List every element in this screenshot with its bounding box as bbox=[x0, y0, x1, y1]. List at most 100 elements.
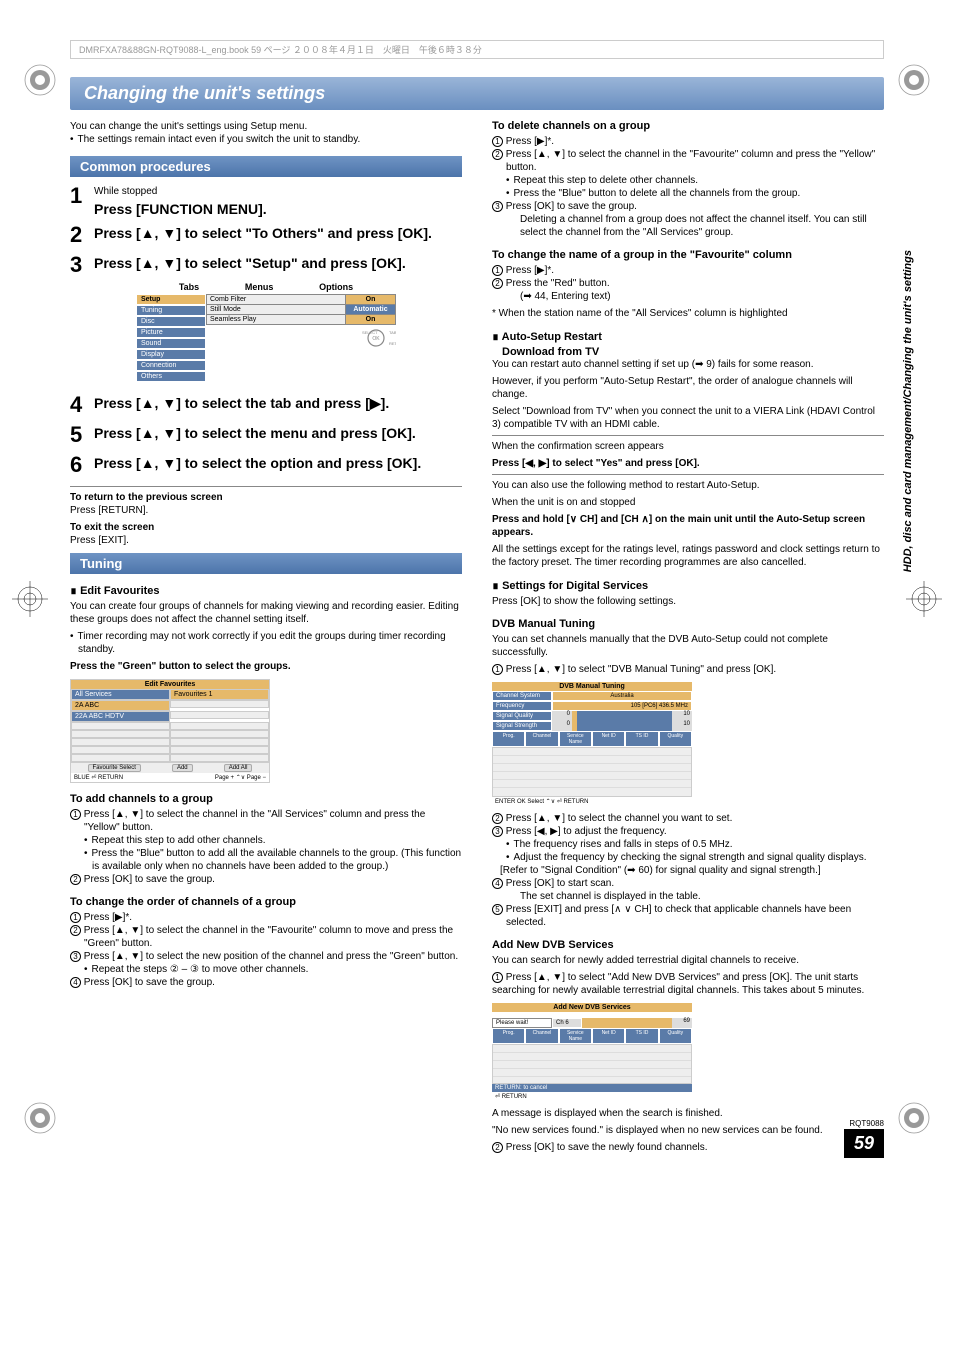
remote-ok-icon: OKTABSELECTRETURN bbox=[356, 327, 396, 351]
add-ui-wait: Please wait! bbox=[492, 1018, 552, 1028]
section-common-procedures: Common procedures bbox=[70, 156, 462, 177]
add-ui-header: Add New DVB Services bbox=[492, 1003, 692, 1012]
auto-setup-alt-body: All the settings except for the ratings … bbox=[492, 543, 884, 569]
dvb-table-body bbox=[492, 747, 692, 797]
exit-screen-body: Press [EXIT]. bbox=[70, 535, 129, 546]
svg-text:TAB: TAB bbox=[389, 330, 396, 335]
fav-toolbar: Favourite Select Add Add All bbox=[71, 762, 269, 773]
setup-tab: Disc bbox=[136, 316, 206, 327]
add-ui-pct: 69 bbox=[672, 1018, 692, 1028]
dvb-manual-step: Press [OK] to start scan. bbox=[506, 878, 614, 889]
fav-row: 22A ABC HDTV bbox=[71, 711, 170, 722]
tabs-label: Tabs bbox=[179, 282, 199, 292]
fav-btn: Favourite Select bbox=[88, 764, 141, 772]
add-new-dvb-step: Press [OK] to save the newly found chann… bbox=[506, 1142, 708, 1153]
dvb-kv-k: Frequency bbox=[492, 701, 552, 711]
dvb-manual-step: Press [EXIT] and press [∧ ∨ CH] to check… bbox=[506, 904, 851, 928]
step-6-text: Press [▲, ▼] to select the option and pr… bbox=[94, 452, 462, 473]
step-5: 5Press [▲, ▼] to select the menu and pre… bbox=[70, 422, 462, 448]
dvb-bar-end: 10 bbox=[672, 711, 692, 721]
dvb-manual-screen-mock: DVB Manual Tuning Channel SystemAustrali… bbox=[492, 682, 692, 806]
return-prev-body: Press [RETURN]. bbox=[70, 505, 148, 516]
delete-ch-bullet: Repeat this step to delete other channel… bbox=[506, 174, 884, 187]
setup-menu-opt: On bbox=[346, 315, 396, 325]
setup-menu-opt: Automatic bbox=[346, 305, 396, 315]
auto-setup-alt: You can also use the following method to… bbox=[492, 479, 884, 492]
dvb-ui-header: DVB Manual Tuning bbox=[492, 682, 692, 691]
edit-fav-bullet: Timer recording may not work correctly i… bbox=[70, 630, 462, 656]
order-ch-step: Press [OK] to save the group. bbox=[84, 977, 215, 988]
menus-label: Menus bbox=[245, 282, 274, 292]
dvb-manual-step: Press [▲, ▼] to select the channel you w… bbox=[506, 813, 733, 824]
add-new-dvb-step: Press [▲, ▼] to select "Add New DVB Serv… bbox=[492, 972, 864, 996]
auto-setup-body: You can restart auto channel setting if … bbox=[492, 358, 884, 371]
step-4: 4Press [▲, ▼] to select the tab and pres… bbox=[70, 392, 462, 418]
edit-fav-body: You can create four groups of channels f… bbox=[70, 600, 462, 626]
favourites-screen-mock: Edit Favourites All Services Favourites … bbox=[70, 679, 270, 783]
page-number: 59 bbox=[844, 1129, 884, 1158]
fav-col-header: All Services bbox=[71, 689, 170, 700]
step-2-text: Press [▲, ▼] to select "To Others" and p… bbox=[94, 222, 462, 243]
setup-tab: Display bbox=[136, 349, 206, 360]
add-dvb-msg: "No new services found." is displayed wh… bbox=[492, 1124, 884, 1137]
setup-tab: Picture bbox=[136, 327, 206, 338]
order-ch-step: Press [▲, ▼] to select the new position … bbox=[84, 951, 458, 962]
delete-ch-bullet: Press the "Blue" button to delete all th… bbox=[506, 187, 884, 200]
change-name-step: Press [▶]*. bbox=[506, 265, 554, 276]
add-dvb-screen-mock: Add New DVB Services Please wait! Ch 6 6… bbox=[492, 1003, 692, 1101]
star-footnote: * When the station name of the "All Serv… bbox=[492, 307, 884, 320]
step-1-text: Press [FUNCTION MENU]. bbox=[94, 201, 267, 217]
change-name-step: Press the "Red" button. bbox=[506, 278, 610, 289]
step-1-note: While stopped bbox=[94, 186, 462, 199]
dvb-manual-step: Press [▲, ▼] to select "DVB Manual Tunin… bbox=[506, 664, 776, 675]
delete-ch-note: Deleting a channel from a group does not… bbox=[506, 213, 884, 239]
add-ch-bullet: Press the "Blue" button to add all the a… bbox=[84, 847, 462, 873]
return-prev-heading: To return to the previous screen bbox=[70, 492, 223, 503]
dvb-bar-start: 0 bbox=[552, 711, 572, 721]
setup-menu-row: Comb Filter bbox=[207, 295, 346, 305]
auto-setup-confirm-pre: When the confirmation screen appears bbox=[492, 440, 884, 453]
dvb-bar-start: 0 bbox=[552, 721, 572, 731]
setup-column-labels: Tabs Menus Options bbox=[156, 282, 376, 292]
dvb-manual-step: Press [◀, ▶] to adjust the frequency. bbox=[506, 826, 667, 837]
edit-favourites-heading: Edit Favourites bbox=[70, 584, 462, 597]
order-ch-bullet: Repeat the steps ② – ③ to move other cha… bbox=[84, 963, 462, 976]
fav-ui-header: Edit Favourites bbox=[71, 680, 269, 689]
change-name-ref: (➡ 44, Entering text) bbox=[506, 291, 611, 302]
intro-bullet: The settings remain intact even if you s… bbox=[70, 134, 360, 145]
dvb-bar-end: 10 bbox=[672, 721, 692, 731]
fav-btn: Add All bbox=[224, 764, 253, 772]
dvb-manual-ref: [Refer to "Signal Condition" (➡ 60) for … bbox=[506, 864, 884, 877]
auto-setup-body: However, if you perform "Auto-Setup Rest… bbox=[492, 375, 884, 401]
dvb-footer: ENTER OK Select ⌃∨ ⏎ RETURN bbox=[492, 797, 692, 806]
add-ch-step: Press [▲, ▼] to select the channel in th… bbox=[84, 809, 426, 833]
setup-tab: Others bbox=[136, 371, 206, 382]
dvb-manual-body: You can set channels manually that the D… bbox=[492, 633, 884, 659]
delete-ch-step: Press [▶]*. bbox=[506, 136, 554, 147]
dvb-kv-v: Australia bbox=[552, 691, 692, 701]
edit-fav-green-note: Press the "Green" button to select the g… bbox=[70, 660, 462, 673]
add-table-header: Prog.ChannelService NameNet IDTS IDQuali… bbox=[492, 1028, 692, 1044]
vertical-section-label: HDD, disc and card management/Changing t… bbox=[902, 250, 914, 572]
add-dvb-msg: A message is displayed when the search i… bbox=[492, 1107, 884, 1120]
order-ch-step: Press [▶]*. bbox=[84, 912, 132, 923]
download-tv-heading: Download from TV bbox=[502, 346, 884, 358]
setup-menu-row: Seamless Play bbox=[207, 315, 346, 325]
auto-setup-heading: Auto-Setup Restart bbox=[492, 330, 884, 343]
step-5-text: Press [▲, ▼] to select the menu and pres… bbox=[94, 422, 462, 443]
dvb-kv-k: Signal Strength bbox=[492, 721, 552, 731]
dvb-kv-k: Signal Quality bbox=[492, 711, 552, 721]
dvb-manual-bullet: The frequency rises and falls in steps o… bbox=[506, 838, 884, 851]
digital-services-body: Press [OK] to show the following setting… bbox=[492, 595, 884, 608]
page: DMRFXA78&88GN-RQT9088-L_eng.book 59 ページ … bbox=[0, 0, 954, 1198]
step-3: 3Press [▲, ▼] to select "Setup" and pres… bbox=[70, 252, 462, 278]
digital-services-heading: Settings for Digital Services bbox=[492, 579, 884, 592]
page-title: Changing the unit's settings bbox=[70, 77, 884, 110]
delete-ch-step: Press [OK] to save the group. bbox=[506, 201, 637, 212]
binder-header: DMRFXA78&88GN-RQT9088-L_eng.book 59 ページ … bbox=[70, 40, 884, 59]
delete-channels-heading: To delete channels on a group bbox=[492, 120, 884, 132]
setup-tab: Connection bbox=[136, 360, 206, 371]
rqt-code: RQT9088 bbox=[849, 1119, 884, 1128]
setup-tabs: Setup Tuning Disc Picture Sound Display … bbox=[136, 294, 206, 382]
fav-footer-right: Page + ⌃∨ Page − bbox=[215, 774, 266, 781]
